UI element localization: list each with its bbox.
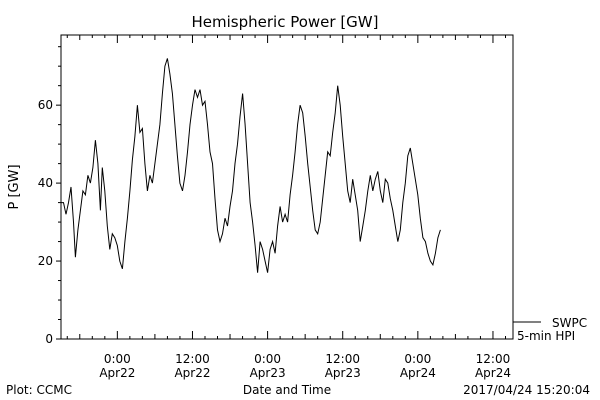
x-tick-time-label: 12:00 bbox=[476, 352, 511, 366]
y-axis-label: P [GW] bbox=[7, 164, 22, 209]
y-tick-label: 20 bbox=[38, 254, 53, 268]
series-line-swpc bbox=[61, 58, 441, 273]
x-tick-time-label: 0:00 bbox=[104, 352, 131, 366]
x-tick-date-label: Apr23 bbox=[325, 366, 361, 380]
x-axis: 0:00Apr2212:00Apr220:00Apr2312:00Apr230:… bbox=[66, 35, 511, 380]
legend: SWPC 5-min HPI bbox=[513, 316, 587, 343]
legend-entry-swpc: SWPC bbox=[552, 316, 587, 330]
x-axis-label: Date and Time bbox=[243, 383, 331, 397]
legend-entry-hpi: 5-min HPI bbox=[517, 329, 575, 343]
x-tick-time-label: 12:00 bbox=[325, 352, 360, 366]
x-tick-date-label: Apr23 bbox=[250, 366, 286, 380]
x-tick-time-label: 0:00 bbox=[404, 352, 431, 366]
x-tick-time-label: 12:00 bbox=[175, 352, 210, 366]
y-tick-label: 0 bbox=[45, 332, 53, 346]
x-tick-date-label: Apr22 bbox=[99, 366, 135, 380]
x-tick-date-label: Apr24 bbox=[400, 366, 436, 380]
footer-timestamp: 2017/04/24 15:20:04 bbox=[463, 383, 590, 397]
y-axis: 0 20 40 60 bbox=[38, 46, 61, 346]
y-tick-label: 40 bbox=[38, 176, 53, 190]
chart-title: Hemispheric Power [GW] bbox=[192, 13, 379, 31]
x-tick-time-label: 0:00 bbox=[254, 352, 281, 366]
footer-left: Plot: CCMC bbox=[6, 383, 72, 397]
x-tick-date-label: Apr24 bbox=[475, 366, 511, 380]
x-tick-date-label: Apr22 bbox=[174, 366, 210, 380]
plot-frame bbox=[60, 34, 514, 340]
y-tick-label: 60 bbox=[38, 98, 53, 112]
